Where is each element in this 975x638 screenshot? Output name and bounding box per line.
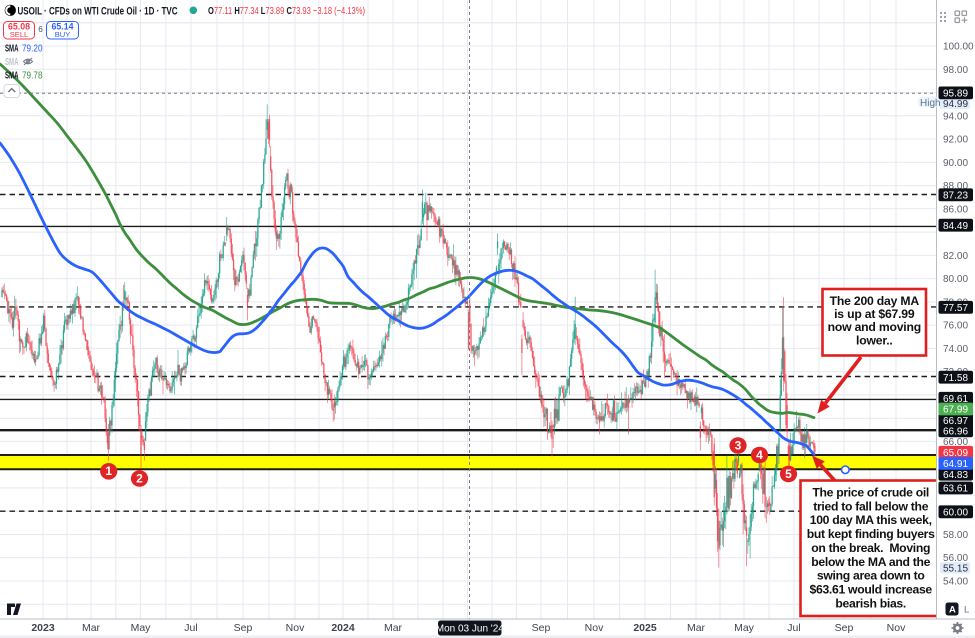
svg-text:64.83: 64.83 xyxy=(943,470,968,481)
svg-text:BUY: BUY xyxy=(55,30,71,39)
svg-text:58.00: 58.00 xyxy=(943,530,968,541)
svg-text:3: 3 xyxy=(735,438,742,452)
svg-text:Mar: Mar xyxy=(687,622,706,634)
svg-text:66.96: 66.96 xyxy=(943,426,968,437)
svg-text:94.00: 94.00 xyxy=(943,111,968,122)
svg-text:Nov: Nov xyxy=(286,622,305,634)
svg-text:94.99: 94.99 xyxy=(943,99,968,110)
svg-text:4: 4 xyxy=(756,448,763,462)
svg-text:A: A xyxy=(949,605,956,616)
svg-text:100 day MA this week,: 100 day MA this week, xyxy=(810,513,932,527)
svg-text:74.00: 74.00 xyxy=(943,344,968,355)
svg-text:76.00: 76.00 xyxy=(943,321,968,332)
svg-text:2025: 2025 xyxy=(633,622,657,634)
svg-text:55.15: 55.15 xyxy=(943,564,968,575)
svg-text:below the MA and the: below the MA and the xyxy=(811,555,930,569)
svg-text:on the break. Moving: on the break. Moving xyxy=(811,541,930,555)
svg-text:SMA: SMA xyxy=(5,44,19,55)
svg-text:86.00: 86.00 xyxy=(943,204,968,215)
svg-text:Sep: Sep xyxy=(835,622,854,634)
svg-text:79.78: 79.78 xyxy=(22,70,43,82)
svg-text:Jul: Jul xyxy=(787,622,800,634)
svg-text:2: 2 xyxy=(136,471,143,485)
svg-text:Nov: Nov xyxy=(585,622,604,634)
svg-text:but kept finding buyers: but kept finding buyers xyxy=(807,527,935,541)
svg-text:87.23: 87.23 xyxy=(943,190,968,201)
svg-text:SMA: SMA xyxy=(5,57,19,68)
svg-text:79.20: 79.20 xyxy=(22,43,43,55)
svg-text:92.00: 92.00 xyxy=(943,135,968,146)
svg-text:now and moving: now and moving xyxy=(828,320,921,334)
svg-text:Jul: Jul xyxy=(184,622,197,634)
svg-text:The price of crude oil: The price of crude oil xyxy=(812,486,929,500)
svg-text:71.58: 71.58 xyxy=(943,373,968,384)
svg-text:77.57: 77.57 xyxy=(943,303,968,314)
svg-text:67.99: 67.99 xyxy=(943,405,968,416)
svg-text:88.00: 88.00 xyxy=(943,181,968,192)
svg-text:80.00: 80.00 xyxy=(943,274,968,285)
svg-text:98.00: 98.00 xyxy=(943,65,968,76)
svg-text:Mar: Mar xyxy=(82,622,101,634)
svg-text:tried to fall below the: tried to fall below the xyxy=(813,499,929,513)
svg-text:65.08: 65.08 xyxy=(8,22,30,32)
svg-text:60.00: 60.00 xyxy=(943,507,968,518)
svg-text:2023: 2023 xyxy=(31,622,55,634)
svg-text:May: May xyxy=(131,622,152,634)
svg-text:69.61: 69.61 xyxy=(943,394,968,405)
svg-text:swing area down to: swing area down to xyxy=(817,569,925,583)
svg-text:is up at $67.99: is up at $67.99 xyxy=(834,307,915,321)
svg-text:64.91: 64.91 xyxy=(943,459,968,470)
svg-text:54.00: 54.00 xyxy=(943,577,968,588)
svg-text:100.00: 100.00 xyxy=(943,42,974,53)
svg-text:Nov: Nov xyxy=(887,622,906,634)
svg-text:5: 5 xyxy=(785,467,792,481)
svg-text:High: High xyxy=(920,98,941,109)
svg-text:$63.61 would increase: $63.61 would increase xyxy=(809,582,932,596)
svg-text:lower..: lower.. xyxy=(856,333,893,347)
svg-text:May: May xyxy=(734,622,755,634)
svg-text:63.61: 63.61 xyxy=(943,484,968,495)
svg-text:Mar: Mar xyxy=(384,622,403,634)
svg-text:The 200 day MA: The 200 day MA xyxy=(830,294,920,308)
svg-text:65.14: 65.14 xyxy=(51,22,73,32)
svg-text:6: 6 xyxy=(38,25,43,34)
svg-text:SMA: SMA xyxy=(5,71,19,82)
svg-text:Sep: Sep xyxy=(234,622,253,634)
svg-text:USOIL · CFDs on WTI Crude Oil: USOIL · CFDs on WTI Crude Oil · 1D · TVC xyxy=(18,5,178,17)
svg-text:SELL: SELL xyxy=(10,30,29,39)
svg-text:66.97: 66.97 xyxy=(943,416,968,427)
svg-text:65.09: 65.09 xyxy=(943,448,968,459)
svg-text:84.49: 84.49 xyxy=(943,221,968,232)
svg-text:O77.11 H77.34 L73.89 C73.93 −3: O77.11 H77.34 L73.89 C73.93 −3.18 (−4.13… xyxy=(208,6,365,17)
svg-text:82.00: 82.00 xyxy=(943,251,968,262)
svg-text:Mon 03 Jun '24: Mon 03 Jun '24 xyxy=(436,624,505,635)
svg-text:L: L xyxy=(964,605,969,616)
svg-text:90.00: 90.00 xyxy=(943,158,968,169)
svg-text:2024: 2024 xyxy=(331,622,355,634)
svg-text:bearish bias.: bearish bias. xyxy=(835,596,906,610)
svg-text:66.00: 66.00 xyxy=(943,437,968,448)
svg-text:Sep: Sep xyxy=(532,622,551,634)
svg-text:95.89: 95.89 xyxy=(943,89,968,100)
svg-text:56.00: 56.00 xyxy=(943,553,968,564)
svg-text:1: 1 xyxy=(105,464,112,478)
